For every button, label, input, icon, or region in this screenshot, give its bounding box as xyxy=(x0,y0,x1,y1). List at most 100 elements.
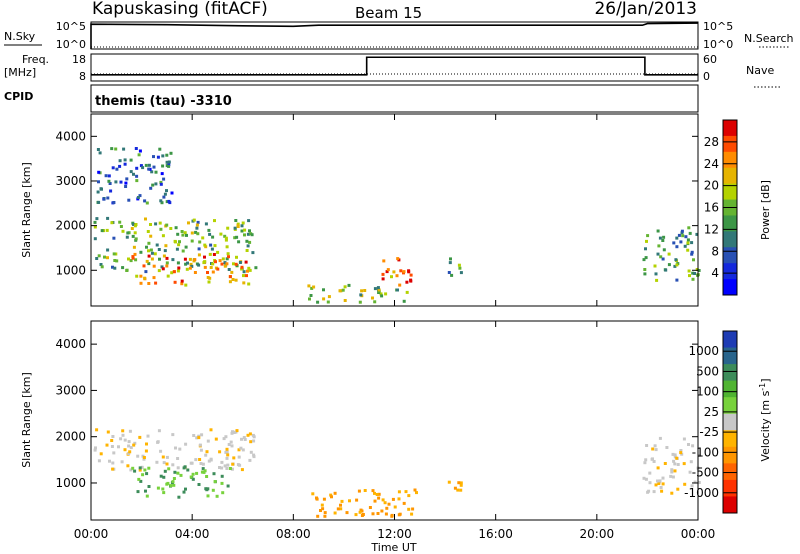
echo-cell xyxy=(112,201,116,204)
echo-cell xyxy=(648,481,652,485)
echo-cell xyxy=(188,266,192,270)
echo-cell xyxy=(144,449,148,453)
echo-cell xyxy=(108,459,111,463)
echo-cell xyxy=(252,453,256,457)
velocity-cbar-label-end: ] xyxy=(759,378,772,382)
cpid-strip: CPID themis (tau) -3310 xyxy=(4,84,699,113)
colorbar-segment xyxy=(723,413,737,431)
echo-cell xyxy=(209,458,213,462)
echo-cell xyxy=(137,477,141,481)
echo-cell xyxy=(319,509,322,512)
power-frame xyxy=(90,113,699,307)
echo-cell xyxy=(121,429,125,433)
echo-cell xyxy=(213,244,217,248)
echo-cell xyxy=(125,235,129,239)
echo-cell xyxy=(327,295,331,299)
echo-cell xyxy=(169,227,173,230)
echo-cell xyxy=(206,276,210,279)
echo-cell xyxy=(690,241,694,245)
colorbar-segment xyxy=(723,151,737,169)
echo-cell xyxy=(224,238,228,242)
colorbar-segment xyxy=(723,331,737,349)
echo-cell xyxy=(653,444,657,448)
echo-cell xyxy=(687,269,691,273)
echo-cell xyxy=(673,469,677,473)
echo-cell xyxy=(216,267,220,271)
echo-cell xyxy=(213,480,217,484)
echo-cell xyxy=(654,448,658,452)
echo-cell xyxy=(165,482,169,486)
y-tick-label: 1000 xyxy=(55,476,86,490)
echo-cell xyxy=(398,283,402,287)
echo-cell xyxy=(347,283,351,287)
nsky-strip: N.Sky 10^5 10^0 10^5 10^0 N.Search xyxy=(4,20,794,51)
echo-cell xyxy=(196,232,200,236)
colorbar-tick-label: -1000 xyxy=(684,486,719,500)
nsearch-tick-top: 10^5 xyxy=(703,20,733,33)
echo-cell xyxy=(106,248,110,252)
echo-cell xyxy=(93,220,97,224)
echo-cell xyxy=(371,512,375,516)
echo-cell xyxy=(457,263,461,267)
echo-cell xyxy=(194,230,198,234)
echo-cell xyxy=(176,232,180,236)
echo-cell xyxy=(209,428,213,432)
echo-cell xyxy=(220,460,224,464)
echo-cell xyxy=(110,445,114,448)
echo-cell xyxy=(180,230,184,233)
echo-cell xyxy=(184,442,188,446)
echo-cell xyxy=(646,234,650,238)
echo-cell xyxy=(409,273,413,277)
echo-cell xyxy=(235,255,238,259)
echo-cell xyxy=(142,457,146,461)
echo-cell xyxy=(152,264,156,268)
echo-cell xyxy=(316,300,320,304)
echo-cell xyxy=(376,286,380,290)
echo-cell xyxy=(224,236,228,240)
echo-cell xyxy=(128,450,132,454)
echo-cell xyxy=(233,236,237,240)
echo-cell xyxy=(159,180,163,184)
colorbar-tick-label: 16 xyxy=(704,201,719,215)
echo-cell xyxy=(129,446,133,450)
echo-cell xyxy=(178,240,181,244)
echo-cell xyxy=(373,287,377,291)
echo-cell xyxy=(645,444,649,447)
echo-cell xyxy=(379,292,383,296)
echo-cell xyxy=(363,489,367,492)
echo-cell xyxy=(165,223,169,227)
echo-cell xyxy=(155,460,159,464)
echo-cell xyxy=(211,235,215,239)
echo-cell xyxy=(160,265,164,269)
echo-cell xyxy=(238,261,242,264)
echo-cell xyxy=(144,163,148,167)
echo-cell xyxy=(655,278,659,282)
echo-cell xyxy=(105,443,109,447)
echo-cell xyxy=(679,451,683,455)
echo-cell xyxy=(323,511,327,515)
echo-cell xyxy=(236,225,240,228)
echo-cell xyxy=(232,431,236,434)
echo-cell xyxy=(179,473,183,477)
echo-cell xyxy=(158,257,161,261)
echo-cell xyxy=(138,435,142,439)
echo-cell xyxy=(687,443,690,446)
freq-frame xyxy=(90,53,699,82)
echo-cell xyxy=(177,495,181,499)
echo-cell xyxy=(96,190,100,194)
echo-cell xyxy=(339,503,342,507)
echo-cell xyxy=(660,489,664,493)
echo-cell xyxy=(203,469,207,473)
echo-cell xyxy=(149,234,153,238)
echo-cell xyxy=(185,233,188,237)
echo-cell xyxy=(171,433,175,437)
echo-cell xyxy=(157,248,161,251)
echo-cell xyxy=(132,172,135,176)
echo-cell xyxy=(145,494,149,498)
echo-cell xyxy=(170,271,174,275)
echo-cell xyxy=(206,494,210,498)
echo-cell xyxy=(225,447,229,451)
echo-cell xyxy=(195,226,199,230)
echo-cell xyxy=(134,258,138,262)
echo-cell xyxy=(147,167,151,171)
